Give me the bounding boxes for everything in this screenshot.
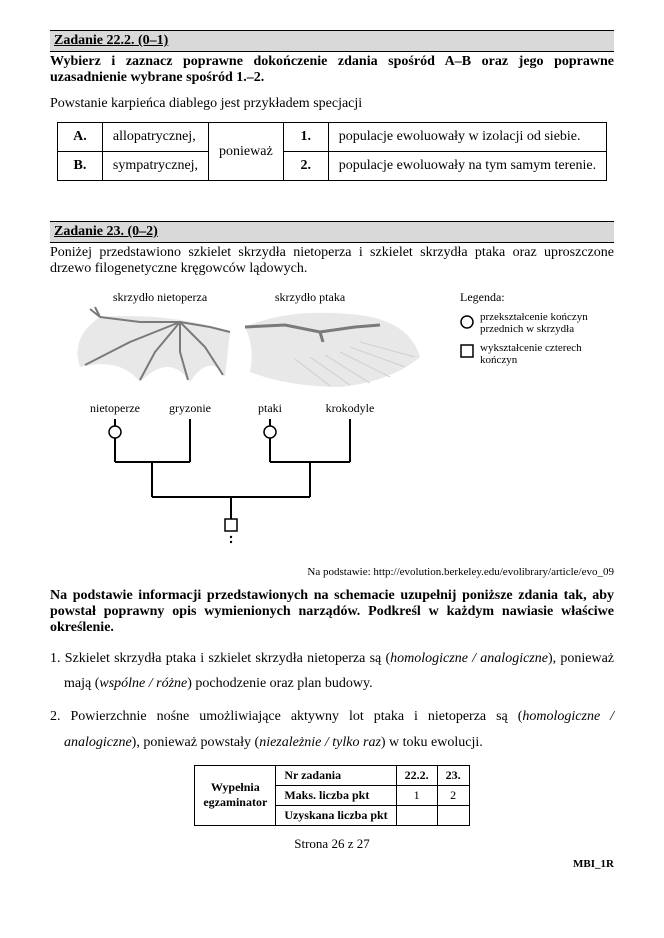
score-got-23[interactable] <box>437 805 469 825</box>
cell-A-text: allopatrycznej, <box>102 123 208 152</box>
score-row-max: Maks. liczba pkt <box>276 785 396 805</box>
cell-B-label[interactable]: B. <box>57 152 102 181</box>
taxon-gryzonie: gryzonie <box>169 401 211 415</box>
question-1: 1. Szkielet skrzydła ptaka i szkielet sk… <box>50 646 614 696</box>
task-22-instruction: Wybierz i zaznacz poprawne dokończenie z… <box>50 54 614 86</box>
score-max-23: 2 <box>437 785 469 805</box>
q2-choice-2[interactable]: niezależnie / tylko raz <box>259 735 381 750</box>
q1-pre: 1. Szkielet skrzydła ptaka i szkielet sk… <box>50 651 390 666</box>
score-col-23: 23. <box>437 765 469 785</box>
cell-1-text: populacje ewoluowały w izolacji od siebi… <box>328 123 606 152</box>
q1-choice-1[interactable]: homologiczne / analogiczne <box>390 651 548 666</box>
q2-pre: 2. Powierzchnie nośne umożliwiające akty… <box>50 709 522 724</box>
legend-square-text-2: kończyn <box>480 354 518 366</box>
label-bird-wing: skrzydło ptaka <box>275 290 346 304</box>
q1-end: ) pochodzenie oraz plan budowy. <box>187 676 372 691</box>
task-23-fill-instruction: Na podstawie informacji przedstawionych … <box>50 588 614 636</box>
phylogeny-diagram: skrzydło nietoperza skrzydło ptaka Legen… <box>60 287 614 552</box>
task-22-lead: Powstanie karpieńca diablego jest przykł… <box>50 96 614 112</box>
cell-B-text: sympatrycznej, <box>102 152 208 181</box>
score-row-got: Uzyskana liczba pkt <box>276 805 396 825</box>
q1-choice-2[interactable]: wspólne / różne <box>99 676 187 691</box>
legend-square-text-1: wykształcenie czterech <box>480 342 582 354</box>
marker-circle-bird <box>264 426 276 438</box>
q2-end: ) w toku ewolucji. <box>381 735 483 750</box>
cell-2-text: populacje ewoluowały na tym samym tereni… <box>328 152 606 181</box>
score-lead: Wypełniaegzaminator <box>195 765 276 825</box>
taxon-krokodyle: krokodyle <box>326 401 375 415</box>
label-bat-wing: skrzydło nietoperza <box>113 290 208 304</box>
task-22-answer-table: A. allopatrycznej, ponieważ 1. populacje… <box>57 122 607 181</box>
footer-code: MBI_1R <box>50 858 614 870</box>
taxon-nietoperze: nietoperze <box>90 401 140 415</box>
source-citation: Na podstawie: http://evolution.berkeley.… <box>50 566 614 578</box>
legend-circle-icon <box>461 316 473 328</box>
page-number: Strona 26 z 27 <box>50 836 614 852</box>
legend-circle-text-1: przekształcenie kończyn <box>480 311 588 323</box>
task-23-header: Zadanie 23. (0–2) <box>50 221 614 243</box>
root-dot-1 <box>230 536 232 538</box>
score-got-22[interactable] <box>396 805 437 825</box>
cell-middle: ponieważ <box>209 123 284 181</box>
score-max-22: 1 <box>396 785 437 805</box>
task-23-intro: Poniżej przedstawiono szkielet skrzydła … <box>50 245 614 277</box>
legend-title: Legenda: <box>460 290 505 304</box>
phylogeny-tree <box>115 419 350 525</box>
score-table: Wypełniaegzaminator Nr zadania 22.2. 23.… <box>194 765 469 826</box>
bird-wing-shape <box>245 313 420 387</box>
cell-A-label[interactable]: A. <box>57 123 102 152</box>
marker-circle-bat <box>109 426 121 438</box>
cell-1-label[interactable]: 1. <box>283 123 328 152</box>
score-col-22: 22.2. <box>396 765 437 785</box>
taxon-ptaki: ptaki <box>258 401 283 415</box>
root-dot-2 <box>230 541 232 543</box>
q2-mid: ), ponieważ powstały ( <box>132 735 260 750</box>
cell-2-label[interactable]: 2. <box>283 152 328 181</box>
marker-square-root <box>225 519 237 531</box>
legend-circle-text-2: przednich w skrzydła <box>480 323 574 335</box>
legend-square-icon <box>461 345 473 357</box>
score-row-nr: Nr zadania <box>276 765 396 785</box>
question-2: 2. Powierzchnie nośne umożliwiające akty… <box>50 704 614 754</box>
task-22-header: Zadanie 22.2. (0–1) <box>50 30 614 52</box>
